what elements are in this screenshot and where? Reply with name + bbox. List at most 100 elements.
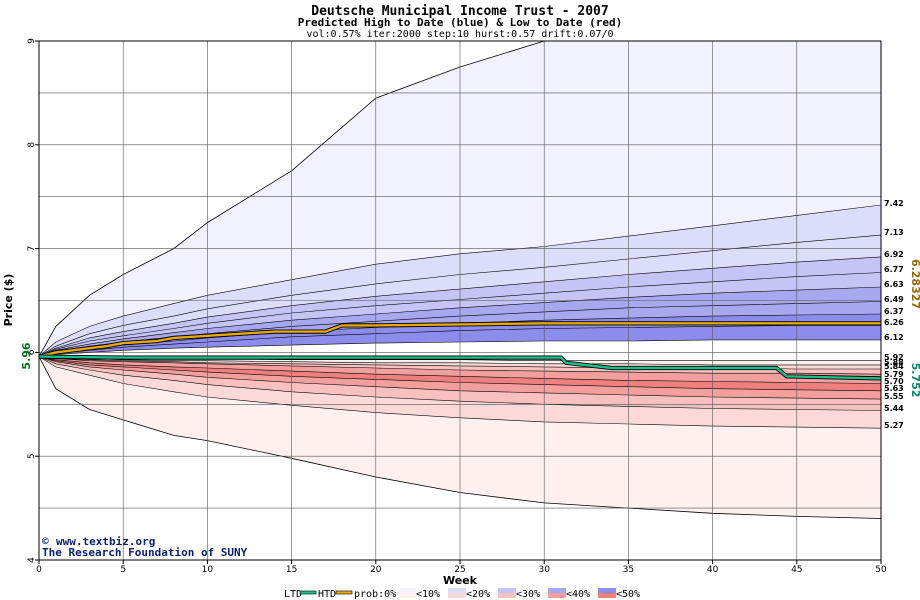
legend-swatch-blue-4 bbox=[598, 588, 616, 593]
grid-lines bbox=[38, 40, 882, 561]
legend-swatch-red-0 bbox=[398, 593, 416, 598]
legend-swatch-red-2 bbox=[498, 593, 516, 598]
blue-curve-7 bbox=[38, 325, 881, 357]
blue-curve-2 bbox=[38, 256, 882, 357]
red-band-6 bbox=[39, 356, 881, 411]
legend: LTD HTD prob:0% <10% <20% <30% <40% <50% bbox=[284, 588, 640, 600]
x-tick-label: 25 bbox=[454, 565, 465, 575]
red-curve-6 bbox=[38, 356, 882, 400]
right-value-labels: 7.42 7.13 6.92 6.77 6.63 6.49 6.37 6.26 6.12 5.92… bbox=[884, 199, 904, 430]
red-band-4 bbox=[39, 356, 881, 391]
legend-swatch-red-4 bbox=[598, 593, 616, 598]
legend-swatch-red-1 bbox=[448, 593, 466, 598]
right-label: 6.92 bbox=[884, 250, 904, 259]
right-label: 5.84 bbox=[884, 362, 904, 371]
legend-entry-0: <10% bbox=[416, 589, 440, 600]
y-tick-label: 5 bbox=[27, 453, 37, 459]
legend-entry-2: <30% bbox=[516, 589, 540, 600]
right-label: 7.13 bbox=[884, 228, 904, 237]
legend-swatch-blue-0 bbox=[398, 588, 416, 593]
blue-band-1 bbox=[39, 205, 881, 357]
blue-band-2 bbox=[39, 235, 881, 357]
y-tick-label: 4 bbox=[27, 557, 37, 563]
right-label: 5.79 bbox=[884, 370, 904, 379]
right-label: 6.26 bbox=[884, 318, 904, 327]
htd-series bbox=[38, 321, 881, 359]
blue-band-4 bbox=[39, 272, 881, 357]
legend-prob-label: prob:0% bbox=[354, 589, 396, 600]
x-axis-label: Week bbox=[443, 574, 478, 587]
blue-curve-4 bbox=[38, 286, 882, 357]
y-axis-label: Price ($) bbox=[2, 274, 15, 327]
legend-swatch-blue-2 bbox=[498, 588, 516, 593]
right-label: 7.42 bbox=[884, 199, 904, 208]
x-tick-label: 35 bbox=[623, 565, 634, 575]
blue-band-3 bbox=[39, 256, 881, 357]
legend-swatch-blue-1 bbox=[448, 588, 466, 593]
x-tick-label: 0 bbox=[36, 565, 42, 575]
y-tick-label: 8 bbox=[27, 142, 37, 148]
credit-url: www.textbiz.org bbox=[56, 535, 155, 548]
x-tick-label: 15 bbox=[286, 565, 297, 575]
x-tick-label: 45 bbox=[791, 565, 802, 575]
legend-ltd-label: LTD bbox=[284, 589, 302, 600]
right-label: 6.37 bbox=[884, 307, 904, 316]
right-label: 6.63 bbox=[884, 280, 904, 289]
ltd-last-value: 5.752 bbox=[909, 363, 920, 398]
x-tick-label: 5 bbox=[120, 565, 126, 575]
blue-band-5 bbox=[39, 287, 881, 357]
legend-entry-4: <50% bbox=[616, 589, 640, 600]
legend-swatch-blue-3 bbox=[548, 588, 566, 593]
start-price-label: 5.96 bbox=[20, 342, 33, 369]
legend-htd-swatch bbox=[335, 590, 353, 595]
red-curve-4 bbox=[38, 356, 882, 384]
right-label: 5.70 bbox=[884, 377, 904, 386]
x-axis-ticks: 0 5 10 15 20 25 30 35 40 45 50 bbox=[36, 560, 887, 575]
legend-entry-3: <40% bbox=[566, 589, 590, 600]
right-label: 5.92 bbox=[884, 353, 904, 362]
legend-swatch-red-3 bbox=[548, 593, 566, 598]
red-curve-5 bbox=[38, 356, 882, 392]
htd-last-value: 6.28327 bbox=[909, 259, 920, 309]
right-label: 5.44 bbox=[884, 404, 904, 413]
ltd-series bbox=[38, 354, 882, 381]
red-curve-7 bbox=[38, 356, 882, 411]
blue-band-6 bbox=[39, 301, 881, 357]
x-tick-label: 40 bbox=[707, 565, 719, 575]
red-band-7 bbox=[39, 356, 881, 429]
chart-parameters: vol:0.57% iter:2000 step:10 hurst:0.57 d… bbox=[306, 29, 613, 40]
red-band-5 bbox=[39, 356, 881, 400]
blue-curve-8 bbox=[38, 339, 881, 357]
blue-curve-1 bbox=[38, 234, 882, 357]
red-curve-8 bbox=[38, 356, 882, 429]
lower-envelope-line bbox=[38, 356, 882, 519]
credit-org: The Research Foundation of SUNY bbox=[42, 546, 248, 559]
copyright-symbol: © bbox=[42, 535, 49, 548]
y-tick-label: 6 bbox=[27, 349, 37, 355]
y-tick-label: 7 bbox=[27, 246, 37, 252]
right-label: 5.88 bbox=[884, 358, 904, 367]
red-curve-3 bbox=[38, 356, 882, 375]
blue-curve-3 bbox=[38, 272, 882, 357]
y-tick-label: 9 bbox=[27, 38, 37, 44]
x-tick-label: 30 bbox=[538, 565, 550, 575]
ltd-line bbox=[38, 355, 882, 380]
legend-htd-label: HTD bbox=[318, 589, 336, 600]
x-tick-label: 50 bbox=[875, 565, 887, 575]
right-label: 6.12 bbox=[884, 333, 904, 342]
blue-curve-0 bbox=[38, 204, 882, 357]
credit-block: © www.textbiz.org The Research Foundatio… bbox=[42, 535, 248, 559]
right-label: 5.27 bbox=[884, 421, 904, 430]
x-tick-label: 20 bbox=[370, 565, 382, 575]
right-label: 6.77 bbox=[884, 265, 904, 274]
legend-ltd-swatch bbox=[299, 590, 317, 595]
right-label: 5.63 bbox=[884, 384, 904, 393]
chart-title: Deutsche Municipal Income Trust - 2007 bbox=[311, 4, 608, 19]
chart-subtitle: Predicted High to Date (blue) & Low to D… bbox=[298, 16, 623, 29]
right-label: 5.55 bbox=[884, 392, 904, 401]
right-label: 6.49 bbox=[884, 295, 904, 304]
y-axis-ticks: 4 5 6 7 8 9 bbox=[27, 38, 39, 563]
x-tick-label: 10 bbox=[202, 565, 214, 575]
legend-entry-1: <20% bbox=[466, 589, 490, 600]
